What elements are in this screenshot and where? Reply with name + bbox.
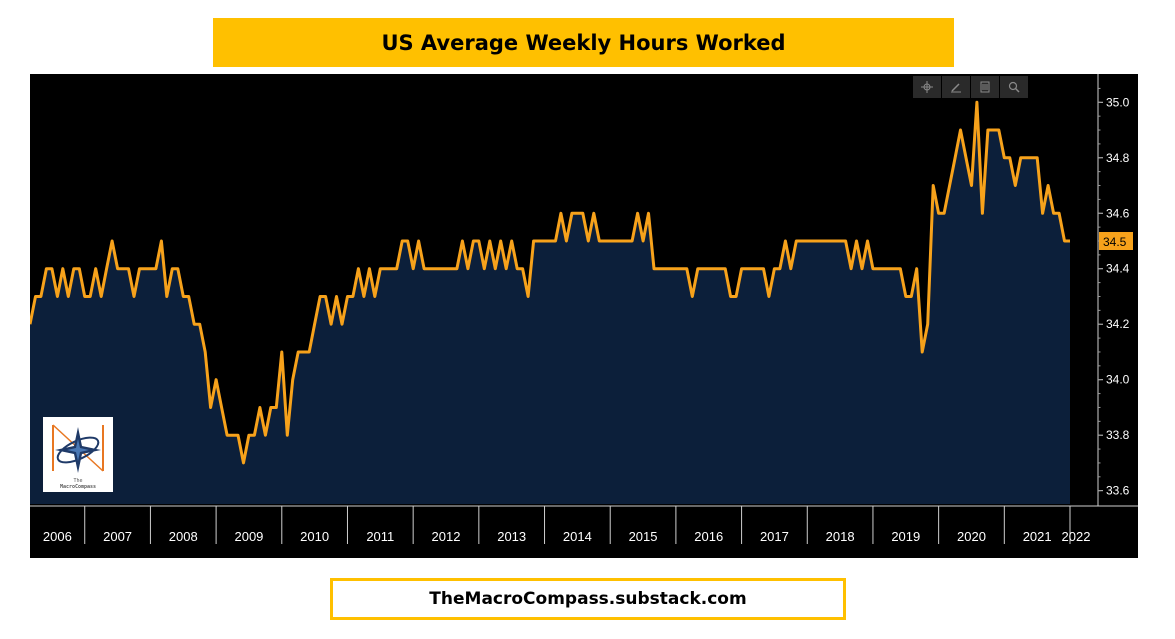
x-tick-label: 2020 [957, 529, 986, 544]
x-tick-label: 2021 [1023, 529, 1052, 544]
y-tick-label: 34.2 [1106, 317, 1130, 331]
x-tick-label: 2017 [760, 529, 789, 544]
series-line [30, 100, 1070, 465]
crosshair-icon[interactable] [913, 76, 941, 98]
macrocompass-logo: The MacroCompass [43, 417, 113, 492]
y-tick-label: 34.4 [1106, 262, 1130, 276]
last-value-box [1099, 232, 1133, 250]
logo-line2: MacroCompass [59, 484, 97, 490]
y-tick-label: 34.0 [1106, 373, 1130, 387]
footer-url: TheMacroCompass.substack.com [330, 578, 846, 620]
x-tick-label: 2013 [497, 529, 526, 544]
x-tick-label: 2018 [826, 529, 855, 544]
y-tick-label: 35.0 [1106, 95, 1130, 109]
x-tick-label: 2016 [694, 529, 723, 544]
x-tick-label: 2015 [629, 529, 658, 544]
area-fill [30, 102, 1070, 505]
y-tick-label: 33.6 [1106, 484, 1130, 498]
x-tick-label: 2006 [43, 529, 72, 544]
compass-logo-icon [52, 424, 104, 473]
x-tick-label: 2022 [1062, 529, 1091, 544]
x-tick-label: 2019 [891, 529, 920, 544]
chart-toolbar [913, 76, 1028, 98]
chart-title: US Average Weekly Hours Worked [213, 18, 954, 67]
x-tick-label: 2014 [563, 529, 592, 544]
x-tick-label: 2010 [300, 529, 329, 544]
chart-svg[interactable]: 33.6 33.8 34.0 34.2 34.4 34.6 34.8 35.0 34.5 2006… [30, 74, 1138, 558]
last-value-label: 34.5 [1103, 235, 1127, 249]
x-tick-label: 2009 [234, 529, 263, 544]
x-tick-label: 2012 [432, 529, 461, 544]
chart-panel[interactable]: 33.6 33.8 34.0 34.2 34.4 34.6 34.8 35.0 34.5 2006… [30, 74, 1138, 558]
pencil-icon[interactable] [942, 76, 970, 98]
y-tick-label: 34.6 [1106, 206, 1130, 220]
y-tick-label: 33.8 [1106, 428, 1130, 442]
list-icon[interactable] [971, 76, 999, 98]
x-tick-label: 2011 [366, 529, 394, 544]
logo-line1: The [73, 478, 83, 484]
y-tick-label: 34.8 [1106, 151, 1130, 165]
search-icon[interactable] [1000, 76, 1028, 98]
x-tick-label: 2007 [103, 529, 132, 544]
x-tick-label: 2008 [169, 529, 198, 544]
